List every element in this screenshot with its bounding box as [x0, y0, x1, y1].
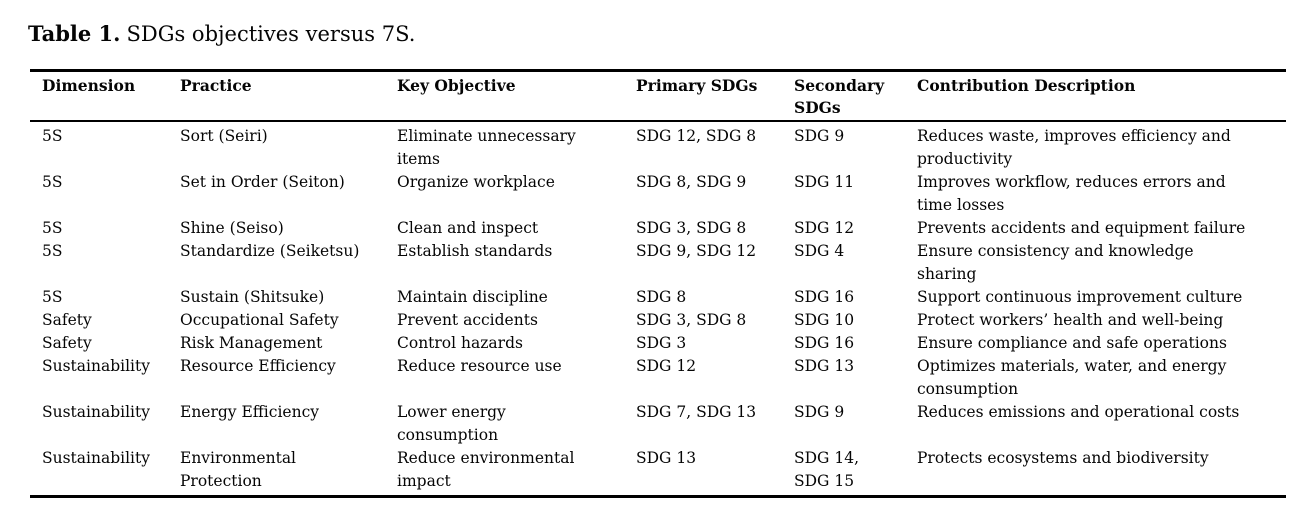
table-caption: Table 1. SDGs objectives versus 7S. [28, 21, 1315, 47]
cell-practice: Occupational Safety [180, 311, 339, 329]
table-row: 5S Shine (Seiso) Clean and inspect SDG 3… [30, 217, 1286, 240]
cell-primary-sdgs: SDG 8, SDG 9 [636, 173, 747, 191]
header-row: Dimension Practice Key Objective Primary… [30, 70, 1286, 122]
cell-key-objective: Clean and inspect [397, 219, 539, 237]
cell-primary-sdgs: SDG 3, SDG 8 [636, 219, 747, 237]
cell-primary-sdgs: SDG 12, SDG 8 [636, 127, 757, 145]
cell-dimension: Safety [42, 334, 92, 352]
cell-primary-sdgs: SDG 7, SDG 13 [636, 403, 757, 421]
cell-secondary-sdgs: SDG 10 [794, 311, 855, 329]
table-caption-label: Table 1. [28, 21, 121, 46]
cell-secondary-sdgs: SDG 4 [794, 242, 845, 260]
table-row: 5S Sustain (Shitsuke) Maintain disciplin… [30, 286, 1286, 309]
cell-contribution: Ensure compliance and safe operations [917, 334, 1227, 352]
cell-dimension: Safety [42, 311, 92, 329]
table-row: Sustainability Energy Efficiency Lower e… [30, 401, 1286, 447]
col-header-contribution-description: Contribution Description [905, 70, 1286, 122]
cell-secondary-sdgs: SDG 16 [794, 288, 855, 306]
paper-page: Table 1. SDGs objectives versus 7S. Dimen… [0, 21, 1315, 529]
cell-key-objective: Maintain discipline [397, 288, 548, 306]
col-header-practice: Practice [168, 70, 385, 122]
table-row: 5S Set in Order (Seiton) Organize workpl… [30, 171, 1286, 217]
cell-secondary-sdgs: SDG 9 [794, 403, 845, 421]
cell-key-objective: Control hazards [397, 334, 523, 352]
cell-dimension: 5S [42, 173, 63, 191]
cell-dimension: Sustainability [42, 357, 150, 375]
cell-practice: Sort (Seiri) [180, 127, 268, 145]
cell-key-objective: Establish standards [397, 242, 553, 260]
cell-key-objective: Reduce resource use [397, 357, 562, 375]
table-row: 5S Standardize (Seiketsu) Establish stan… [30, 240, 1286, 286]
cell-secondary-sdgs: SDG 12 [794, 219, 855, 237]
table-body: 5S Sort (Seiri) Eliminate unnecessary it… [30, 121, 1286, 497]
cell-primary-sdgs: SDG 12 [636, 357, 697, 375]
cell-key-objective: Organize workplace [397, 173, 555, 191]
cell-contribution: Support continuous improvement culture [917, 288, 1243, 306]
cell-dimension: Sustainability [42, 449, 150, 467]
cell-practice: Resource Efficiency [180, 357, 336, 375]
cell-practice: Energy Efficiency [180, 403, 320, 421]
cell-contribution: Reduces waste, improves efficiency and p… [917, 127, 1231, 168]
cell-practice: Standardize (Seiketsu) [180, 242, 360, 260]
cell-key-objective: Lower energy consumption [397, 403, 506, 444]
cell-practice: Risk Management [180, 334, 323, 352]
col-header-secondary-sdgs: Secondary SDGs [782, 70, 905, 122]
cell-secondary-sdgs: SDG 14, SDG 15 [794, 449, 860, 490]
cell-practice: Sustain (Shitsuke) [180, 288, 325, 306]
cell-primary-sdgs: SDG 9, SDG 12 [636, 242, 757, 260]
cell-practice: Shine (Seiso) [180, 219, 284, 237]
cell-contribution: Prevents accidents and equipment failure [917, 219, 1246, 237]
col-header-primary-sdgs: Primary SDGs [624, 70, 782, 122]
cell-contribution: Improves workflow, reduces errors and ti… [917, 173, 1226, 214]
col-header-dimension: Dimension [30, 70, 168, 122]
cell-primary-sdgs: SDG 3 [636, 334, 687, 352]
col-header-key-objective: Key Objective [385, 70, 624, 122]
cell-dimension: 5S [42, 219, 63, 237]
cell-contribution: Protect workers’ health and well-being [917, 311, 1224, 329]
cell-key-objective: Prevent accidents [397, 311, 538, 329]
table-header: Dimension Practice Key Objective Primary… [30, 70, 1286, 122]
cell-dimension: Sustainability [42, 403, 150, 421]
cell-secondary-sdgs: SDG 9 [794, 127, 845, 145]
cell-contribution: Reduces emissions and operational costs [917, 403, 1240, 421]
cell-dimension: 5S [42, 288, 63, 306]
cell-key-objective: Eliminate unnecessary items [397, 127, 576, 168]
cell-secondary-sdgs: SDG 11 [794, 173, 855, 191]
sdg-7s-table: Dimension Practice Key Objective Primary… [30, 69, 1286, 498]
cell-practice: Environmental Protection [180, 449, 297, 490]
cell-secondary-sdgs: SDG 13 [794, 357, 855, 375]
cell-primary-sdgs: SDG 8 [636, 288, 687, 306]
table-row: Sustainability Environmental Protection … [30, 447, 1286, 497]
cell-secondary-sdgs: SDG 16 [794, 334, 855, 352]
cell-contribution: Optimizes materials, water, and energy c… [917, 357, 1227, 398]
cell-dimension: 5S [42, 127, 63, 145]
cell-practice: Set in Order (Seiton) [180, 173, 345, 191]
cell-contribution: Protects ecosystems and biodiversity [917, 449, 1209, 467]
table-row: Safety Occupational Safety Prevent accid… [30, 309, 1286, 332]
cell-contribution: Ensure consistency and knowledge sharing [917, 242, 1194, 283]
cell-dimension: 5S [42, 242, 63, 260]
table-row: Sustainability Resource Efficiency Reduc… [30, 355, 1286, 401]
table-caption-text: SDGs objectives versus 7S. [126, 22, 416, 46]
cell-primary-sdgs: SDG 13 [636, 449, 697, 467]
table-row: 5S Sort (Seiri) Eliminate unnecessary it… [30, 121, 1286, 171]
cell-primary-sdgs: SDG 3, SDG 8 [636, 311, 747, 329]
cell-key-objective: Reduce environmental impact [397, 449, 575, 490]
table-row: Safety Risk Management Control hazards S… [30, 332, 1286, 355]
